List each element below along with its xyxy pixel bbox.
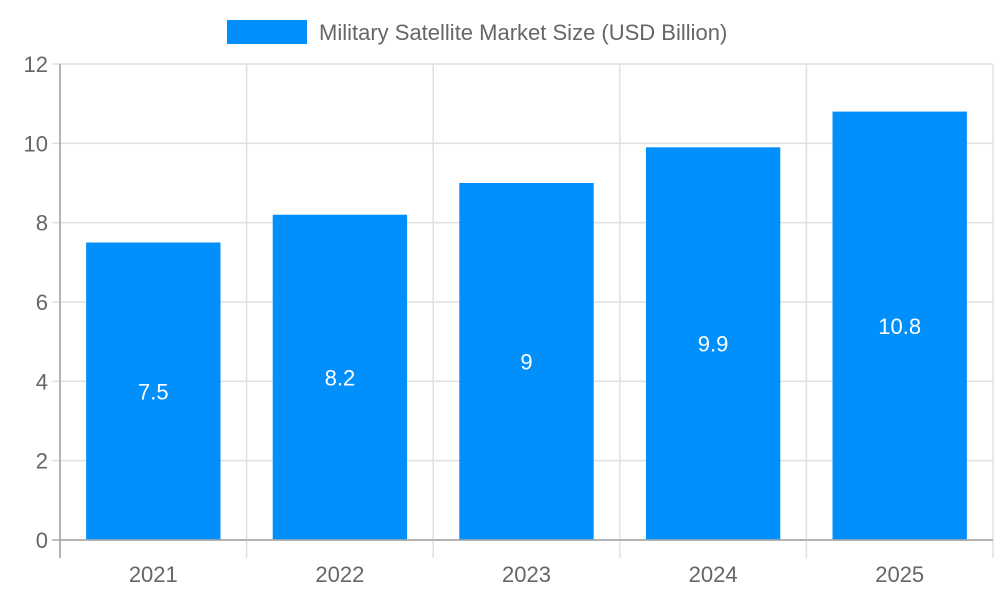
y-tick-label: 2 [36, 449, 48, 474]
bar-2021 [86, 242, 221, 540]
x-tick-label: 2025 [875, 562, 924, 587]
labels: 0 2 4 6 8 10 12 7.5 2021 8.2 2022 9 2023 9.9 2024 10.8 2… [24, 52, 925, 587]
bar-2023 [459, 183, 594, 540]
data-label: 7.5 [138, 379, 169, 404]
data-label: 9 [520, 350, 532, 375]
data-label: 10.8 [878, 314, 921, 339]
legend-swatch [227, 20, 307, 44]
y-tick-label: 12 [24, 52, 48, 77]
data-label: 8.2 [325, 365, 356, 390]
x-tick-label: 2024 [689, 562, 738, 587]
y-tick-label: 0 [36, 528, 48, 553]
legend[interactable]: Military Satellite Market Size (USD Bill… [227, 20, 727, 45]
y-tick-label: 6 [36, 290, 48, 315]
y-tick-label: 8 [36, 211, 48, 236]
bar-2025 [832, 111, 967, 540]
y-tick-label: 10 [24, 131, 48, 156]
bars [86, 111, 967, 541]
legend-label: Military Satellite Market Size (USD Bill… [319, 20, 727, 45]
x-tick-label: 2022 [315, 562, 364, 587]
bar-2024 [645, 147, 781, 541]
x-tick-label: 2021 [129, 562, 178, 587]
x-tick-label: 2023 [502, 562, 551, 587]
axes [59, 64, 993, 558]
bar-2022 [272, 214, 408, 540]
data-label: 9.9 [698, 332, 729, 357]
y-tick-label: 4 [36, 369, 48, 394]
